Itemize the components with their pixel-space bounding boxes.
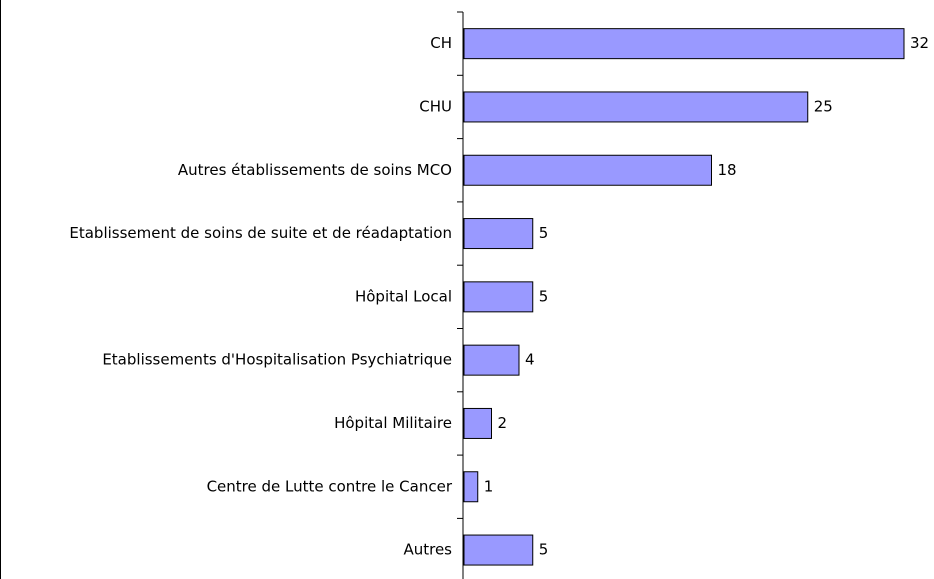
category-label: Centre de Lutte contre le Cancer xyxy=(207,477,453,495)
value-label: 18 xyxy=(718,161,737,179)
category-label: CH xyxy=(430,34,452,52)
category-label: Autres établissements de soins MCO xyxy=(178,161,452,179)
value-label: 2 xyxy=(498,414,508,432)
bar xyxy=(463,407,492,439)
category-label: Hôpital Local xyxy=(355,287,452,305)
category-label: Hôpital Militaire xyxy=(334,414,452,432)
value-label: 1 xyxy=(484,477,494,495)
value-label: 25 xyxy=(814,97,833,115)
value-label: 32 xyxy=(910,34,929,52)
category-label: Etablissements d'Hospitalisation Psychia… xyxy=(102,351,452,369)
value-label: 5 xyxy=(539,224,549,242)
bar xyxy=(463,344,520,376)
value-label: 5 xyxy=(539,287,549,305)
value-label: 5 xyxy=(539,541,549,559)
bar xyxy=(463,28,905,60)
bar xyxy=(463,471,479,503)
category-label: CHU xyxy=(419,97,452,115)
bar xyxy=(463,91,809,123)
bar xyxy=(463,281,534,313)
category-label: Etablissement de soins de suite et de ré… xyxy=(69,224,452,242)
bar xyxy=(463,534,534,566)
value-label: 4 xyxy=(525,351,535,369)
category-label: Autres xyxy=(403,541,452,559)
bar xyxy=(463,218,534,250)
bar xyxy=(463,154,712,186)
